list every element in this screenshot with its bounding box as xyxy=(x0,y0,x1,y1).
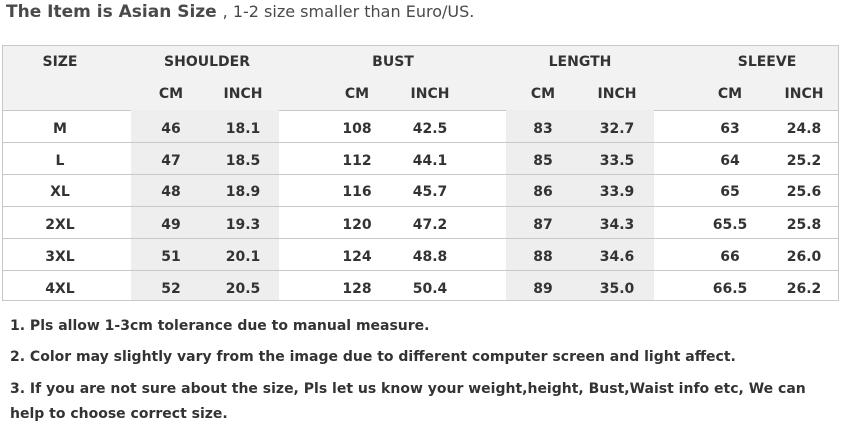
size-chart-table: SIZE SHOULDER BUST LENGTH SLEEVE CM INCH CM INCH… xyxy=(2,45,839,301)
table-cell: 42.5 xyxy=(412,121,448,137)
table-cell: 18.1 xyxy=(225,121,261,137)
table-cell: 44.1 xyxy=(412,153,448,169)
table-cell: 25.8 xyxy=(786,217,822,233)
table-cell: 46 xyxy=(161,121,181,137)
row-divider xyxy=(3,206,838,207)
table-cell: 19.3 xyxy=(225,217,261,233)
table-cell: 50.4 xyxy=(412,281,448,297)
note-line: 3. If you are not sure about the size, P… xyxy=(10,381,806,397)
row-divider xyxy=(3,270,838,271)
table-cell: 35.0 xyxy=(599,281,635,297)
unit-header: CM xyxy=(158,86,184,102)
table-cell: 108 xyxy=(342,121,372,137)
table-cell: 65.5 xyxy=(712,217,748,233)
table-cell: 65 xyxy=(720,184,740,200)
row-divider xyxy=(3,174,838,175)
table-cell: 128 xyxy=(342,281,372,297)
column-group-header: LENGTH xyxy=(548,54,612,70)
table-cell: 66 xyxy=(720,249,740,265)
table-cell: 26.2 xyxy=(786,281,822,297)
table-cell: 18.9 xyxy=(225,184,261,200)
unit-header: INCH xyxy=(223,86,263,102)
note-line: 1. Pls allow 1-3cm tolerance due to manu… xyxy=(10,318,430,334)
table-cell: 32.7 xyxy=(599,121,635,137)
table-cell: 52 xyxy=(161,281,181,297)
table-cell: 20.5 xyxy=(225,281,261,297)
size-label: XL xyxy=(50,184,70,200)
table-cell: 51 xyxy=(161,249,181,265)
table-cell: 33.5 xyxy=(599,153,635,169)
column-group-header: SHOULDER xyxy=(164,54,250,70)
size-label: 4XL xyxy=(45,281,75,297)
table-cell: 64 xyxy=(720,153,740,169)
table-cell: 116 xyxy=(342,184,372,200)
shaded-column-band xyxy=(506,110,654,300)
table-cell: 124 xyxy=(342,249,372,265)
table-cell: 33.9 xyxy=(599,184,635,200)
row-divider xyxy=(3,142,838,143)
unit-header: CM xyxy=(344,86,370,102)
unit-header: CM xyxy=(717,86,743,102)
table-cell: 88 xyxy=(533,249,553,265)
table-cell: 49 xyxy=(161,217,181,233)
note-line: 2. Color may slightly vary from the imag… xyxy=(10,349,736,365)
table-cell: 86 xyxy=(533,184,553,200)
note-line: help to choose correct size. xyxy=(10,406,228,422)
table-cell: 83 xyxy=(533,121,553,137)
table-cell: 47 xyxy=(161,153,181,169)
table-cell: 120 xyxy=(342,217,372,233)
size-label: 2XL xyxy=(45,217,75,233)
table-cell: 112 xyxy=(342,153,372,169)
table-cell: 25.6 xyxy=(786,184,822,200)
table-cell: 87 xyxy=(533,217,553,233)
table-cell: 24.8 xyxy=(786,121,822,137)
table-cell: 34.3 xyxy=(599,217,635,233)
column-group-header: SLEEVE xyxy=(737,54,797,70)
size-notice-main: The Item is Asian Size xyxy=(6,2,217,22)
table-cell: 18.5 xyxy=(225,153,261,169)
unit-header: INCH xyxy=(784,86,824,102)
table-cell: 89 xyxy=(533,281,553,297)
unit-header: INCH xyxy=(597,86,637,102)
table-cell: 85 xyxy=(533,153,553,169)
table-cell: 34.6 xyxy=(599,249,635,265)
table-header-band xyxy=(3,46,838,111)
column-group-header: BUST xyxy=(372,54,414,70)
table-cell: 45.7 xyxy=(412,184,448,200)
table-cell: 63 xyxy=(720,121,740,137)
table-cell: 26.0 xyxy=(786,249,822,265)
column-group-header: SIZE xyxy=(42,54,78,70)
unit-header: CM xyxy=(530,86,556,102)
table-cell: 25.2 xyxy=(786,153,822,169)
row-divider xyxy=(3,238,838,239)
size-label: M xyxy=(53,121,67,137)
table-cell: 48.8 xyxy=(412,249,448,265)
size-notice-title: The Item is Asian Size , 1-2 size smalle… xyxy=(6,2,474,22)
size-label: L xyxy=(55,153,65,169)
size-label: 3XL xyxy=(45,249,75,265)
table-cell: 47.2 xyxy=(412,217,448,233)
table-cell: 48 xyxy=(161,184,181,200)
shaded-column-band xyxy=(131,110,279,300)
unit-header: INCH xyxy=(410,86,450,102)
table-cell: 66.5 xyxy=(712,281,748,297)
table-cell: 20.1 xyxy=(225,249,261,265)
size-notice-sub: , 1-2 size smaller than Euro/US. xyxy=(222,2,475,21)
